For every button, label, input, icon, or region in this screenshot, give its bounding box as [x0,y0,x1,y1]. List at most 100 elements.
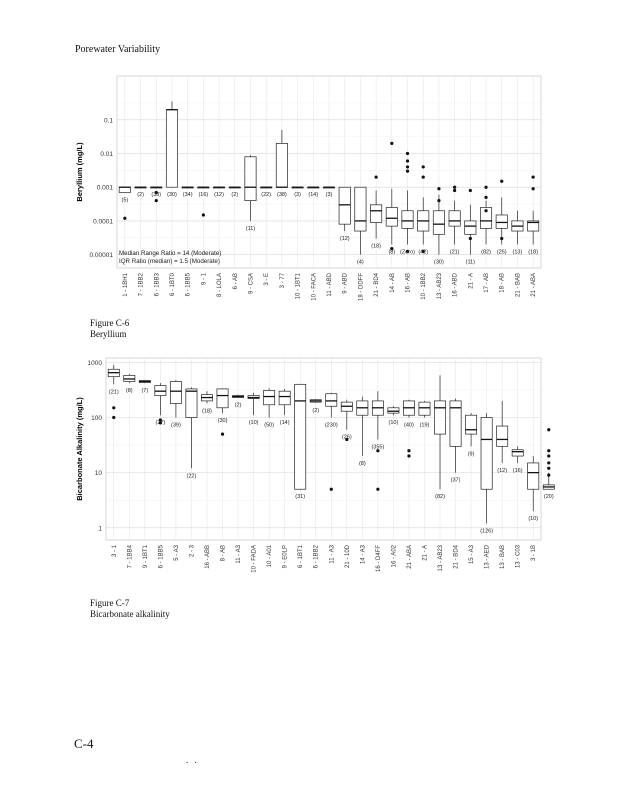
outlier-point [220,432,225,436]
sample-count-label: (Zero) [400,249,415,255]
box-group: (82) 13 - AB23 [434,375,446,571]
beryllium-boxplot: 0.1 0.01 0.001 0.0001 0.00001 Beryllium (mg/L… [75,75,542,301]
box-group: (30) 8 - AB [216,388,229,561]
x-category-label: 14 - A3 [360,544,366,564]
footer-marks: . . [186,755,199,765]
sample-count-label: (11) [466,260,476,266]
sample-count-label: (2) [137,192,144,198]
y-tick-label: 0.00001 [90,252,114,259]
box-group: (39) 5 - A3 [169,379,182,561]
x-category-label: 21 - BAB [515,273,521,297]
sample-count-label: (2) [312,408,319,414]
x-category-label: 13 - AB23 [437,272,443,299]
x-category-label: 6 - 1BB2 [314,544,320,568]
y-tick-label: 1000 [88,360,103,367]
outlier-point [376,449,380,453]
y-tick-label: 0.0001 [93,218,113,225]
x-category-label: 9 - ABD [343,272,349,293]
box-group: (10) 3 - 1B [527,456,540,561]
box-iqr [480,207,493,229]
sample-count-label: (82) [481,249,491,255]
sample-count-label: (34) [183,192,193,198]
box-group: (5) 1 - 1BH1 [118,186,131,297]
sample-count-label: (4) [357,260,364,266]
x-category-label: 10 - 1BB2 [421,272,427,299]
x-category-label: 16 - D4FF [376,545,382,572]
y-tick-label: 1 [98,525,102,532]
sample-count-label: (5) [121,197,128,203]
box-group: (9) 15 - A3 [465,413,478,564]
figure-c6-label: Figure C-6 [90,318,130,328]
sample-count-label: (38) [151,192,161,198]
box-group: (21) 16 - ABD [448,185,461,297]
box-group: (11) 9 - CSA [244,155,257,294]
x-category-label: 9 - 1 [201,272,207,285]
x-category-label: 1 - 1BH1 [123,272,129,296]
sample-count-label: (10) [249,420,259,426]
sample-count-label: (82) [435,494,445,500]
box-group: (2) 6 - 1BB2 [309,399,322,568]
box-iqr [185,388,198,418]
sample-count-label: (42) [418,249,428,255]
box-group: (16) 13 - C03 [511,446,524,568]
x-category-label: 21 - A [422,545,428,561]
outlier-point [405,169,410,173]
outlier-point [154,199,158,203]
box-group: (355) 16 - D4FF [371,391,384,572]
outlier-point [421,175,425,179]
sample-count-label: (12) [340,236,350,242]
outlier-point [154,190,158,195]
outlier-point [407,454,411,458]
box-iqr [480,417,493,490]
sample-count-label: (16) [513,468,523,474]
outlier-point [531,187,535,191]
box-group: (18) 21 - BD4 [370,175,383,297]
box-group: (38) 3 - 77 [275,129,288,288]
box-iqr [464,220,477,235]
box-iqr [449,400,462,447]
box-group: (20) [542,428,555,500]
x-category-label: 21 - A [468,273,474,289]
sample-count-label: (30) [434,260,444,266]
x-category-label: 21 - ABA [531,273,537,297]
x-category-label: 6 - 1BT1 [298,544,304,568]
box-group: (31) 6 - 1BT1 [294,383,307,568]
outlier-point [547,461,551,465]
sample-count-label: (27) [155,420,165,426]
box-iqr [448,210,461,227]
box-iqr [527,462,540,490]
box-iqr [244,156,257,201]
box-group: (12) 9 - ABD [338,186,351,294]
box-iqr [401,210,414,229]
outlier-point [484,209,488,213]
box-iqr [275,143,288,188]
x-category-label: 21 - 10D [345,544,351,568]
sample-count-label: (10) [389,420,399,426]
stat-annotation: Median Range Ratio = 14 (Moderate) [119,250,221,257]
x-category-label: 3 - 1 [112,544,118,557]
box-group: (18) 16 - ABB [201,391,213,569]
x-category-label: 18 - DDFF [358,273,364,301]
x-category-label: 13 - BAB [500,545,506,569]
box-group: (10) 10 - FADA [247,392,260,573]
y-tick-label: 0.001 [97,185,114,192]
sample-count-label: (38) [277,192,287,198]
box-group: (12) 8 - LOLA [213,186,226,297]
outlier-point [437,187,441,191]
sample-count-label: (37) [451,478,461,484]
box-group: (22) 2 - 3 [185,387,198,557]
sample-count-label: (22) [187,473,197,479]
box-iqr [278,390,291,406]
box-iqr [118,186,131,193]
box-group: (50) 10 - A01 [263,388,276,567]
box-iqr [432,210,445,235]
box-iqr [216,388,229,409]
sample-count-label: (230) [325,422,338,428]
outlier-point [468,188,472,193]
outlier-point [453,188,457,193]
box-iqr [169,381,182,404]
x-category-label: 16 - A02 [391,544,397,567]
x-category-label: 21 - BD4 [374,272,380,296]
box-group: (14) 10 - FACA [307,186,320,301]
outlier-point [376,487,380,491]
